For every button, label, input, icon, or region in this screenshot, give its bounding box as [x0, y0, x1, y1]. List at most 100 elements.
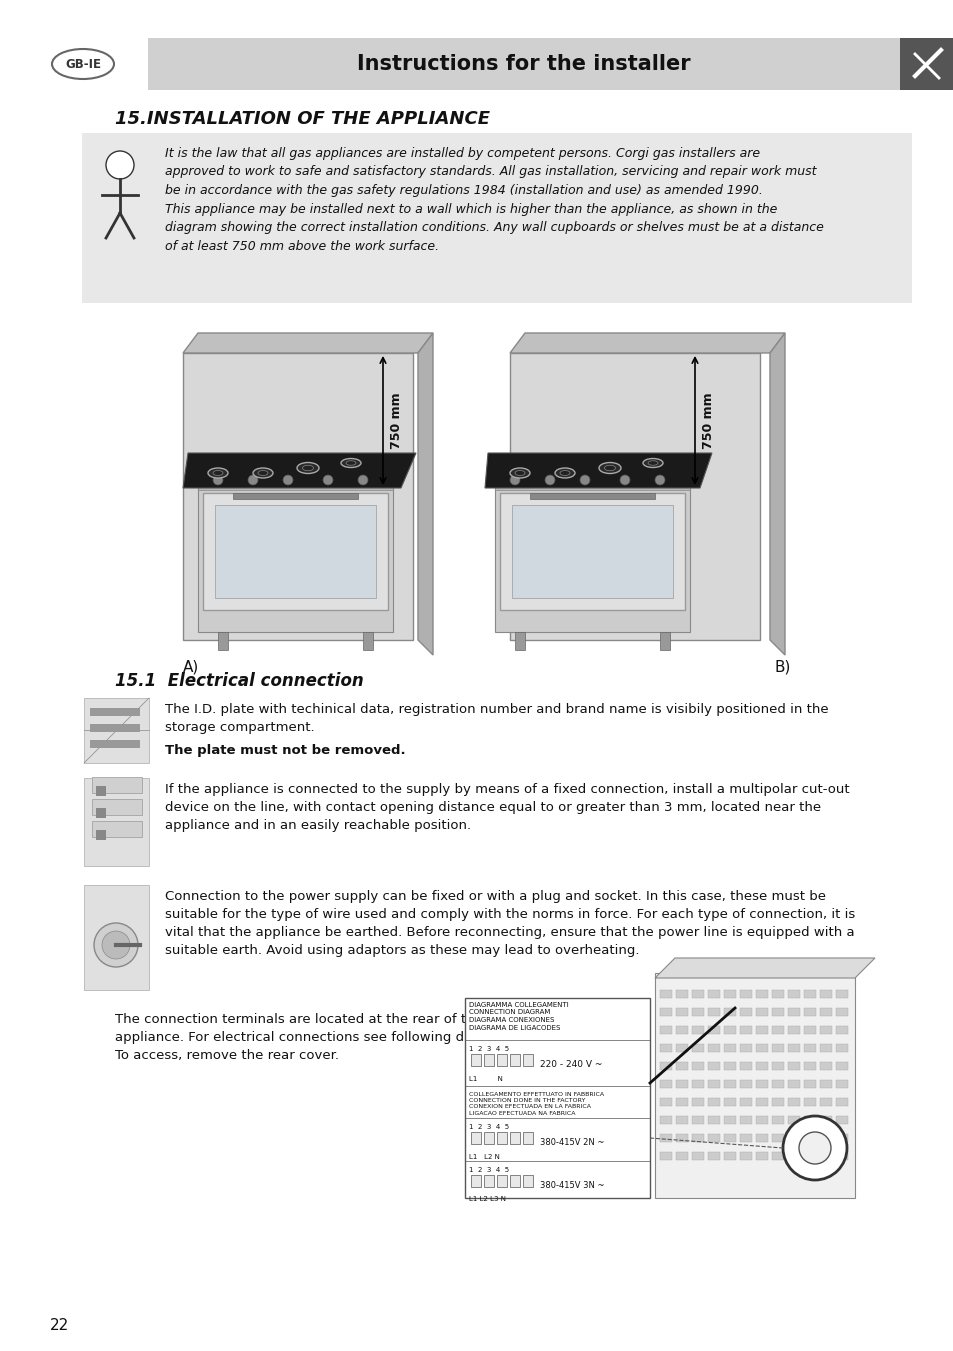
Bar: [707, 990, 720, 998]
Bar: [740, 1116, 751, 1124]
Bar: [676, 1008, 687, 1016]
Bar: [787, 1079, 800, 1088]
Bar: [363, 632, 373, 650]
Bar: [659, 1025, 671, 1034]
Bar: [691, 1098, 703, 1106]
Bar: [820, 1152, 831, 1161]
Text: Connection to the power supply can be fixed or with a plug and socket. In this c: Connection to the power supply can be fi…: [165, 890, 854, 957]
Bar: [691, 1116, 703, 1124]
Bar: [691, 1133, 703, 1142]
Text: The connection terminals are located at the rear of the
appliance. For electrica: The connection terminals are located at …: [115, 1013, 515, 1062]
Bar: [723, 1062, 735, 1070]
Circle shape: [799, 1132, 830, 1165]
Bar: [707, 1116, 720, 1124]
Text: 750 mm: 750 mm: [701, 392, 715, 449]
Bar: [755, 1098, 767, 1106]
Bar: [723, 1133, 735, 1142]
Bar: [740, 1152, 751, 1161]
Bar: [707, 1152, 720, 1161]
Bar: [676, 1152, 687, 1161]
Text: 22: 22: [50, 1319, 70, 1333]
Text: 15.1  Electrical connection: 15.1 Electrical connection: [115, 671, 363, 690]
Text: Instructions for the installer: Instructions for the installer: [356, 54, 690, 74]
Bar: [803, 1044, 815, 1052]
Bar: [659, 990, 671, 998]
Bar: [198, 467, 393, 632]
Circle shape: [283, 476, 293, 485]
Circle shape: [102, 931, 130, 959]
Bar: [820, 1079, 831, 1088]
Bar: [803, 1025, 815, 1034]
Bar: [91, 777, 142, 793]
Circle shape: [579, 476, 589, 485]
Bar: [787, 1116, 800, 1124]
Bar: [91, 798, 142, 815]
Polygon shape: [655, 958, 874, 978]
Text: A): A): [183, 661, 199, 676]
Bar: [691, 990, 703, 998]
Bar: [740, 1133, 751, 1142]
Bar: [787, 1025, 800, 1034]
Ellipse shape: [208, 467, 228, 478]
Bar: [771, 1025, 783, 1034]
Ellipse shape: [598, 462, 620, 473]
Text: 750 mm: 750 mm: [390, 392, 403, 449]
Ellipse shape: [257, 470, 268, 476]
Bar: [676, 1079, 687, 1088]
Bar: [497, 1132, 506, 1144]
Bar: [471, 1175, 480, 1188]
Text: The plate must not be removed.: The plate must not be removed.: [165, 744, 405, 757]
Bar: [820, 1116, 831, 1124]
Text: If the appliance is connected to the supply by means of a fixed connection, inst: If the appliance is connected to the sup…: [165, 784, 849, 832]
Bar: [510, 353, 760, 640]
Polygon shape: [417, 332, 433, 655]
Bar: [723, 1008, 735, 1016]
Circle shape: [655, 476, 664, 485]
Ellipse shape: [510, 467, 530, 478]
Bar: [676, 990, 687, 998]
Text: 1  2  3  4  5: 1 2 3 4 5: [469, 1124, 509, 1129]
Bar: [755, 1062, 767, 1070]
Bar: [82, 132, 911, 303]
Polygon shape: [183, 453, 416, 488]
Ellipse shape: [296, 462, 318, 473]
Text: L1         N: L1 N: [469, 1075, 502, 1082]
Bar: [755, 990, 767, 998]
Bar: [707, 1044, 720, 1052]
Polygon shape: [183, 332, 433, 353]
Bar: [707, 1079, 720, 1088]
Ellipse shape: [515, 470, 524, 476]
Bar: [96, 830, 106, 840]
Text: B): B): [774, 661, 791, 676]
Bar: [471, 1132, 480, 1144]
Bar: [835, 1079, 847, 1088]
Bar: [771, 1079, 783, 1088]
Polygon shape: [510, 332, 784, 353]
Bar: [771, 1133, 783, 1142]
Bar: [755, 1008, 767, 1016]
Bar: [820, 1133, 831, 1142]
Bar: [803, 1062, 815, 1070]
Bar: [820, 1098, 831, 1106]
Bar: [723, 990, 735, 998]
Bar: [676, 1133, 687, 1142]
Bar: [740, 1098, 751, 1106]
Bar: [803, 1116, 815, 1124]
Bar: [787, 1044, 800, 1052]
Bar: [214, 505, 375, 598]
Bar: [530, 493, 655, 499]
Ellipse shape: [346, 461, 355, 465]
Ellipse shape: [302, 465, 314, 470]
Bar: [835, 1008, 847, 1016]
Ellipse shape: [604, 465, 615, 470]
Bar: [740, 1025, 751, 1034]
Bar: [655, 973, 854, 1198]
Bar: [740, 1079, 751, 1088]
Bar: [659, 1008, 671, 1016]
Ellipse shape: [253, 467, 273, 478]
Circle shape: [94, 923, 138, 967]
Bar: [495, 467, 689, 490]
Bar: [787, 1133, 800, 1142]
Bar: [659, 1133, 671, 1142]
Bar: [740, 1044, 751, 1052]
